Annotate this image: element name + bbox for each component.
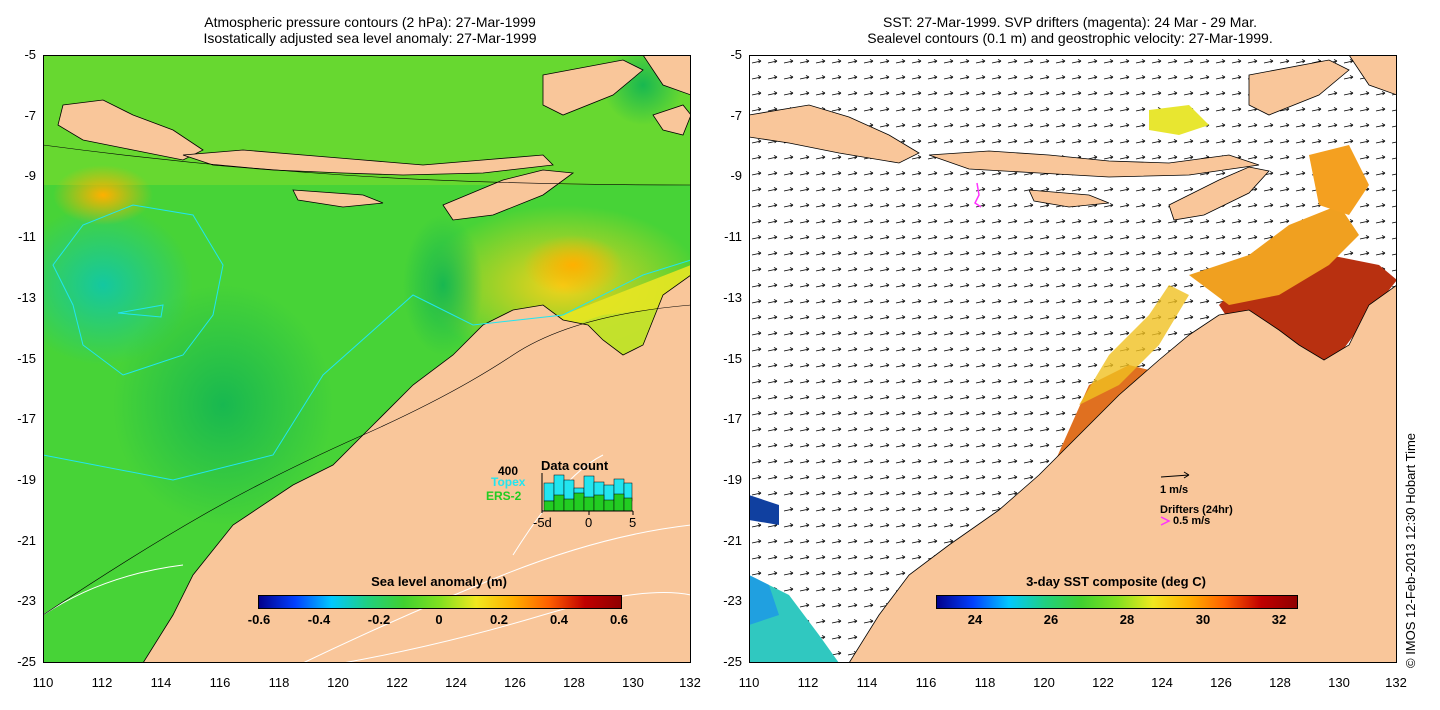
right-map[interactable]: 1 m/s Drifters (24hr) 0.5 m/s 3-day SST …	[749, 55, 1397, 663]
right-y-tick: -21	[723, 533, 742, 548]
sst-colorbar-tick: 32	[1271, 612, 1287, 627]
sla-colorbar-tick: -0.4	[307, 612, 331, 627]
left-x-tick: 128	[563, 675, 585, 690]
drifters-speed-label: 0.5 m/s	[1173, 515, 1211, 527]
left-x-tick: 110	[32, 675, 54, 690]
left-y-tick: -25	[17, 654, 36, 669]
left-map[interactable]: Sea level anomaly (m) -0.6 -0.4 -0.2 0 0…	[43, 55, 691, 663]
data-count-topex: Topex	[491, 475, 526, 489]
right-y-tick: -5	[730, 47, 742, 62]
left-y-tick: -9	[24, 168, 36, 183]
sst-colorbar-tick: 30	[1195, 612, 1211, 627]
right-x-tick: 124	[1151, 675, 1173, 690]
right-x-tick: 110	[738, 675, 760, 690]
right-x-tick: 130	[1328, 675, 1350, 690]
right-x-tick: 120	[1033, 675, 1055, 690]
left-x-tick: 120	[327, 675, 349, 690]
velocity-scale-arrow	[1160, 471, 1190, 479]
velocity-legend-label: 1 m/s	[1160, 484, 1189, 496]
data-count-histogram	[541, 473, 634, 515]
left-x-tick: 118	[268, 675, 290, 690]
sla-colorbar-tick: 0.6	[609, 612, 629, 627]
left-y-tick: -13	[17, 290, 36, 305]
data-count-max: 400	[498, 464, 519, 478]
left-y-tick: -19	[17, 472, 36, 487]
left-y-tick: -15	[17, 351, 36, 366]
right-y-tick: -23	[723, 593, 742, 608]
left-x-tick: 124	[445, 675, 467, 690]
left-title-line1: Atmospheric pressure contours (2 hPa): 2…	[204, 14, 536, 30]
right-y-tick: -17	[723, 411, 742, 426]
drifter-legend-marker	[1160, 516, 1171, 526]
right-x-tick: 112	[797, 675, 819, 690]
right-y-tick: -11	[724, 229, 742, 244]
left-y-tick: -17	[17, 411, 36, 426]
right-x-tick: 128	[1269, 675, 1291, 690]
right-x-tick: 116	[915, 675, 937, 690]
sst-colorbar-title: 3-day SST composite (deg C)	[1026, 574, 1206, 589]
data-count-ers: ERS-2	[486, 489, 522, 503]
right-title-line2: Sealevel contours (0.1 m) and geostrophi…	[867, 30, 1273, 46]
left-y-tick: -11	[18, 229, 36, 244]
left-x-tick: 130	[622, 675, 644, 690]
left-x-tick: 112	[91, 675, 113, 690]
sla-colorbar-tick: -0.2	[367, 612, 391, 627]
imos-credit: © IMOS 12-Feb-2013 12:30 Hobart Time	[1403, 432, 1418, 668]
right-y-tick: -9	[730, 168, 742, 183]
sst-colorbar-tick: 26	[1043, 612, 1059, 627]
data-count-axis-tick: 5	[629, 515, 637, 530]
sla-colorbar-title: Sea level anomaly (m)	[371, 574, 507, 589]
right-x-tick: 126	[1210, 675, 1232, 690]
sla-colorbar-tick: 0	[435, 612, 443, 627]
data-count-axis-tick: 0	[585, 515, 593, 530]
left-y-tick: -5	[24, 47, 36, 62]
sea-level-anomaly-map	[43, 55, 691, 663]
left-y-tick: -23	[17, 593, 36, 608]
sst-colorbar-tick: 28	[1119, 612, 1135, 627]
right-x-tick: 114	[856, 675, 878, 690]
right-y-tick: -15	[723, 351, 742, 366]
data-count-axis-tick: -5d	[533, 515, 552, 530]
right-y-tick: -19	[723, 472, 742, 487]
data-count-title: Data count	[541, 458, 609, 473]
left-title-line2: Isostatically adjusted sea level anomaly…	[203, 30, 537, 46]
sla-colorbar-tick: 0.2	[489, 612, 509, 627]
left-x-tick: 114	[150, 675, 172, 690]
right-title: SST: 27-Mar-1999. SVP drifters (magenta)…	[740, 14, 1400, 46]
sla-colorbar-tick: 0.4	[549, 612, 569, 627]
sst-colorbar-tick: 24	[967, 612, 983, 627]
left-y-tick: -21	[17, 533, 36, 548]
sla-colorbar	[258, 595, 622, 609]
sst-colorbar	[936, 595, 1298, 609]
right-y-tick: -25	[723, 654, 742, 669]
sst-velocity-map	[749, 55, 1397, 663]
right-y-tick: -13	[723, 290, 742, 305]
left-x-tick: 122	[386, 675, 408, 690]
left-x-tick: 126	[504, 675, 526, 690]
left-title: Atmospheric pressure contours (2 hPa): 2…	[40, 14, 700, 46]
drifters-legend-label: Drifters (24hr)	[1160, 504, 1233, 516]
right-x-tick: 118	[974, 675, 996, 690]
left-x-tick: 132	[679, 675, 701, 690]
left-x-tick: 116	[209, 675, 231, 690]
right-x-tick: 132	[1385, 675, 1407, 690]
sla-colorbar-tick: -0.6	[247, 612, 271, 627]
right-title-line1: SST: 27-Mar-1999. SVP drifters (magenta)…	[882, 14, 1257, 30]
right-y-tick: -7	[730, 108, 742, 123]
left-y-tick: -7	[24, 108, 36, 123]
right-x-tick: 122	[1092, 675, 1114, 690]
